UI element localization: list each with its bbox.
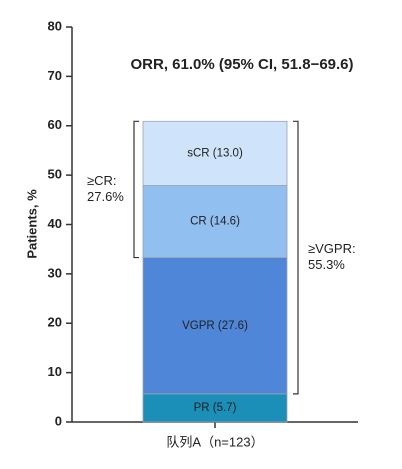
bar-segment bbox=[142, 120, 288, 186]
y-tick-label: 70 bbox=[48, 68, 62, 83]
value-label: sCR (13.0) bbox=[187, 147, 243, 159]
value-label: PR (5.7) bbox=[194, 402, 237, 414]
bracket bbox=[133, 120, 139, 259]
value-label: VGPR (27.6) bbox=[182, 320, 248, 332]
annotation: 27.6% bbox=[87, 189, 124, 204]
value-label: CR (14.6) bbox=[190, 216, 240, 228]
y-tick-label: 80 bbox=[48, 18, 62, 33]
y-tick-label: 20 bbox=[48, 315, 62, 330]
annotation: ≥CR: bbox=[87, 173, 117, 188]
annotation: ≥VGPR: bbox=[308, 241, 356, 256]
bar-segment bbox=[142, 393, 288, 423]
bar-segment bbox=[142, 257, 288, 395]
annotation: 55.3% bbox=[308, 257, 345, 272]
y-tick-label: 60 bbox=[48, 117, 62, 132]
bracket bbox=[293, 120, 299, 395]
y-tick-label: 50 bbox=[48, 167, 62, 182]
chart-title: ORR, 61.0% (95% CI, 51.8−69.6) bbox=[130, 56, 353, 73]
y-axis-label: Patients, % bbox=[24, 189, 39, 259]
y-tick-label: 10 bbox=[48, 364, 62, 379]
y-tick-label: 30 bbox=[48, 265, 62, 280]
bar-segment bbox=[142, 185, 288, 258]
x-tick-label: 队列A（n=123） bbox=[166, 434, 263, 449]
y-tick-label: 0 bbox=[55, 413, 62, 428]
y-tick-label: 40 bbox=[48, 216, 62, 231]
